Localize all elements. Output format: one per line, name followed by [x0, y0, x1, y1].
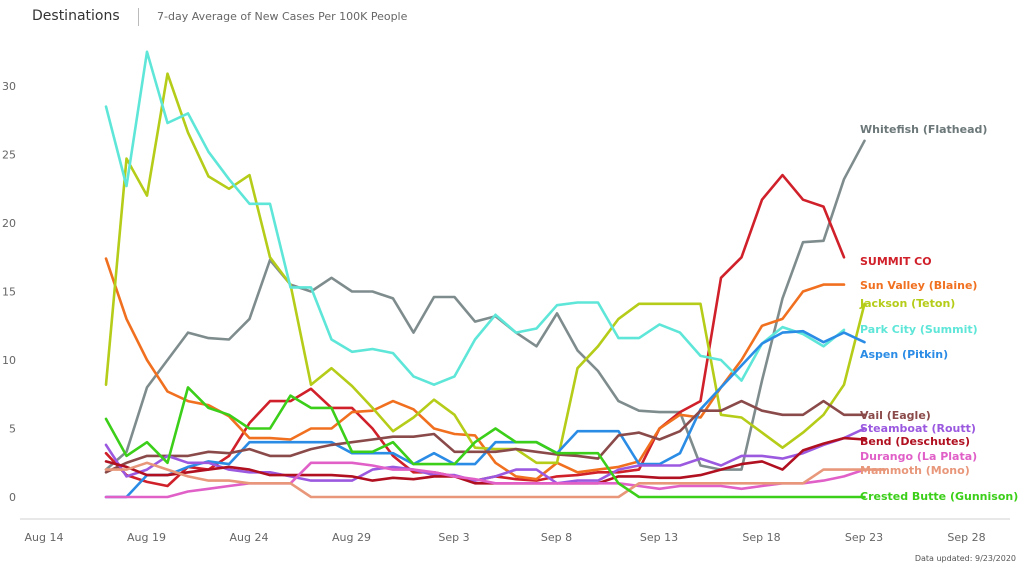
x-tick-label: Sep 23	[845, 531, 883, 544]
x-tick-label: Aug 24	[230, 531, 269, 544]
series-line-steamboat-routt	[104, 427, 866, 485]
x-tick-label: Sep 8	[541, 531, 572, 544]
series-line-mammoth-mono	[104, 461, 887, 499]
y-tick-label: 5	[9, 423, 16, 436]
x-tick-label: Sep 18	[742, 531, 780, 544]
series-line-summit-co	[104, 173, 846, 488]
series-label-durango-la-plata: Durango (La Plata)	[860, 450, 977, 463]
chart-subtitle: 7-day Average of New Cases Per 100K Peop…	[157, 10, 408, 23]
series-label-mammoth-mono: Mammoth (Mono)	[860, 464, 970, 477]
series-label-sun-valley-blaine: Sun Valley (Blaine)	[860, 279, 977, 292]
series-label-summit-co: SUMMIT CO	[860, 255, 932, 268]
y-tick-label: 0	[9, 491, 16, 504]
data-updated-note: Data updated: 9/23/2020	[914, 554, 1016, 563]
page-title: Destinations	[32, 8, 120, 24]
series-label-park-city-summit: Park City (Summit)	[860, 323, 978, 336]
title-divider	[138, 8, 139, 26]
y-tick-label: 25	[2, 149, 16, 162]
series-line-vail-eagle	[104, 399, 866, 474]
series-label-crested-butte-gunnison: Crested Butte (Gunnison)	[860, 490, 1018, 503]
series-label-vail-eagle: Vail (Eagle)	[860, 409, 931, 422]
y-tick-label: 20	[2, 217, 16, 230]
series-label-jackson-teton: Jackson (Teton)	[859, 297, 955, 310]
series-line-whitefish-flathead	[104, 139, 866, 471]
series-label-aspen-pitkin: Aspen (Pitkin)	[860, 348, 948, 361]
y-tick-label: 10	[2, 354, 16, 367]
x-tick-label: Aug 14	[25, 531, 64, 544]
series-line-jackson-teton	[104, 72, 866, 465]
chart-header: Destinations 7-day Average of New Cases …	[0, 0, 1024, 34]
series-line-bend-deschutes	[104, 436, 866, 485]
series-line-aspen-pitkin	[104, 329, 866, 499]
series-line-durango-la-plata	[104, 461, 866, 499]
series-label-steamboat-routt: Steamboat (Routt)	[860, 422, 976, 435]
x-tick-label: Sep 3	[438, 531, 469, 544]
x-tick-label: Aug 29	[332, 531, 371, 544]
series-label-whitefish-flathead: Whitefish (Flathead)	[860, 123, 987, 136]
x-tick-label: Sep 13	[640, 531, 678, 544]
x-tick-label: Sep 28	[947, 531, 985, 544]
y-tick-label: 30	[2, 80, 16, 93]
y-tick-label: 15	[2, 286, 16, 299]
series-label-bend-deschutes: Bend (Deschutes)	[860, 435, 970, 448]
series-line-crested-butte-gunnison	[104, 386, 866, 499]
x-tick-label: Aug 19	[127, 531, 166, 544]
series-line-park-city-summit	[104, 50, 846, 387]
